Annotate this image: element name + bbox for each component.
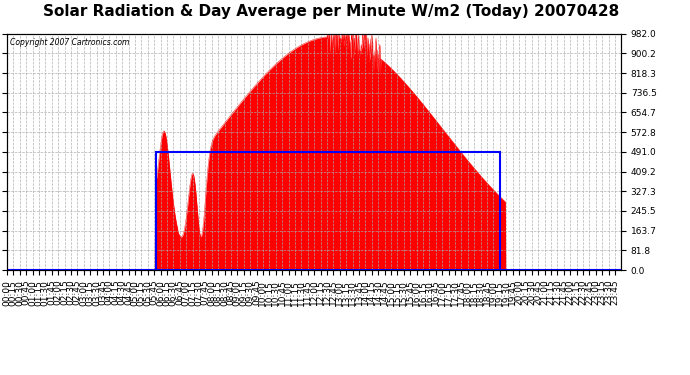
Bar <box>156 152 500 270</box>
Text: Copyright 2007 Cartronics.com: Copyright 2007 Cartronics.com <box>10 39 129 48</box>
Text: Solar Radiation & Day Average per Minute W/m2 (Today) 20070428: Solar Radiation & Day Average per Minute… <box>43 4 620 19</box>
